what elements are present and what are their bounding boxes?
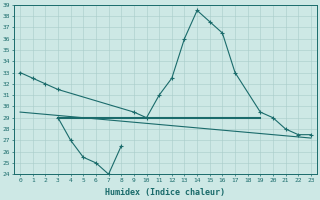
X-axis label: Humidex (Indice chaleur): Humidex (Indice chaleur)	[106, 188, 226, 197]
